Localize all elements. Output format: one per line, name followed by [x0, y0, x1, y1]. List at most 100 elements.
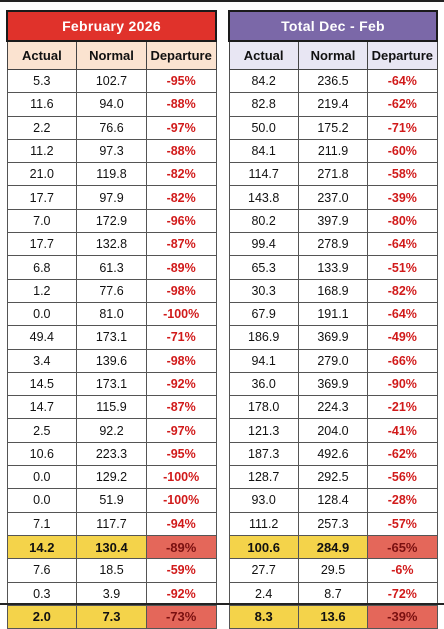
table-title: February 2026 [6, 10, 217, 42]
cell-actual: 50.0 [228, 115, 299, 140]
table-row: 27.7 29.5 -6% [228, 558, 438, 583]
cell-departure: -98% [145, 348, 217, 373]
table-row: 14.5 173.1 -92% [6, 371, 217, 397]
cell-normal: 115.9 [76, 395, 147, 420]
cell-actual: 178.0 [228, 395, 299, 420]
table-row: 65.3 133.9 -51% [228, 255, 438, 280]
cell-actual: 36.0 [228, 371, 299, 397]
table-row: 14.2 130.4 -89% [6, 534, 217, 560]
cell-actual: 2.2 [6, 115, 78, 140]
cell-departure: -62% [367, 92, 438, 117]
cell-actual: 84.2 [228, 68, 299, 94]
cell-departure: -49% [367, 325, 438, 350]
cell-departure: -95% [145, 441, 217, 467]
cell-actual: 21.0 [6, 162, 78, 187]
column-header-actual: Actual [228, 40, 299, 70]
cell-departure: -100% [145, 465, 217, 490]
cell-departure: -87% [145, 232, 217, 257]
column-header-normal: Normal [76, 40, 147, 70]
cell-normal: 133.9 [297, 255, 369, 280]
cell-departure: -88% [145, 92, 217, 117]
cell-departure: -87% [145, 395, 217, 420]
table-row: 7.1 117.7 -94% [6, 511, 217, 536]
cell-normal: 130.4 [76, 534, 147, 560]
cell-actual: 6.8 [6, 255, 78, 280]
cell-departure: -57% [367, 511, 438, 536]
table-row: 10.6 223.3 -95% [6, 441, 217, 467]
cell-normal: 92.2 [76, 418, 147, 443]
cell-normal: 369.9 [297, 371, 369, 397]
table-row: 80.2 397.9 -80% [228, 208, 438, 234]
cell-normal: 219.4 [297, 92, 369, 117]
cell-normal: 173.1 [76, 371, 147, 397]
column-header-normal: Normal [297, 40, 369, 70]
top-edge-line [0, 0, 444, 2]
cell-actual: 17.7 [6, 185, 78, 210]
table-row: 0.0 51.9 -100% [6, 488, 217, 513]
column-header-actual: Actual [6, 40, 78, 70]
table-row: 84.2 236.5 -64% [228, 68, 438, 94]
cell-departure: -56% [367, 465, 438, 490]
cell-actual: 121.3 [228, 418, 299, 443]
table-row: 21.0 119.8 -82% [6, 162, 217, 187]
cell-actual: 17.7 [6, 232, 78, 257]
table-row: 67.9 191.1 -64% [228, 301, 438, 327]
cell-normal: 3.9 [76, 581, 147, 606]
table-row: 82.8 219.4 -62% [228, 92, 438, 117]
cell-actual: 114.7 [228, 162, 299, 187]
cell-normal: 61.3 [76, 255, 147, 280]
cell-actual: 10.6 [6, 441, 78, 467]
cell-departure: -89% [145, 255, 217, 280]
cell-actual: 49.4 [6, 325, 78, 350]
total-dec-feb-table: Total Dec - Feb Actual Normal Departure … [228, 10, 438, 629]
cell-departure: -90% [367, 371, 438, 397]
table-row: 49.4 173.1 -71% [6, 325, 217, 350]
table-row: 94.1 279.0 -66% [228, 348, 438, 373]
cell-actual: 186.9 [228, 325, 299, 350]
cell-departure: -82% [145, 162, 217, 187]
cell-actual: 0.3 [6, 581, 78, 606]
cell-actual: 65.3 [228, 255, 299, 280]
cell-normal: 94.0 [76, 92, 147, 117]
cell-departure: -21% [367, 395, 438, 420]
cell-actual: 99.4 [228, 232, 299, 257]
cell-actual: 100.6 [228, 534, 299, 560]
cell-normal: 77.6 [76, 278, 147, 303]
table-row: 17.7 132.8 -87% [6, 232, 217, 257]
cell-normal: 139.6 [76, 348, 147, 373]
cell-actual: 67.9 [228, 301, 299, 327]
table-row: 6.8 61.3 -89% [6, 255, 217, 280]
cell-normal: 8.7 [297, 581, 369, 606]
table-row: 11.6 94.0 -88% [6, 92, 217, 117]
cell-normal: 279.0 [297, 348, 369, 373]
cell-actual: 30.3 [228, 278, 299, 303]
cell-normal: 76.6 [76, 115, 147, 140]
cell-departure: -64% [367, 68, 438, 94]
cell-actual: 5.3 [6, 68, 78, 94]
cell-normal: 397.9 [297, 208, 369, 234]
cell-normal: 173.1 [76, 325, 147, 350]
cell-actual: 1.2 [6, 278, 78, 303]
table-row: 2.4 8.7 -72% [228, 581, 438, 606]
cell-normal: 29.5 [297, 558, 369, 583]
cell-departure: -97% [145, 115, 217, 140]
cell-normal: 191.1 [297, 301, 369, 327]
cell-actual: 7.6 [6, 558, 78, 583]
cell-departure: -64% [367, 301, 438, 327]
table-row: 186.9 369.9 -49% [228, 325, 438, 350]
cell-normal: 237.0 [297, 185, 369, 210]
cell-actual: 7.1 [6, 511, 78, 536]
cell-departure: -65% [367, 534, 438, 560]
cell-normal: 132.8 [76, 232, 147, 257]
table-row: 0.0 81.0 -100% [6, 301, 217, 327]
february-2026-table-panel: February 2026 Actual Normal Departure 5.… [6, 10, 217, 629]
table-row: 1.2 77.6 -98% [6, 278, 217, 303]
table-row: 5.3 102.7 -95% [6, 68, 217, 94]
table-row: 128.7 292.5 -56% [228, 465, 438, 490]
cell-departure: -58% [367, 162, 438, 187]
cell-departure: -64% [367, 232, 438, 257]
cell-departure: -95% [145, 68, 217, 94]
table-row: 0.3 3.9 -92% [6, 581, 217, 606]
cell-normal: 278.9 [297, 232, 369, 257]
cell-actual: 14.5 [6, 371, 78, 397]
